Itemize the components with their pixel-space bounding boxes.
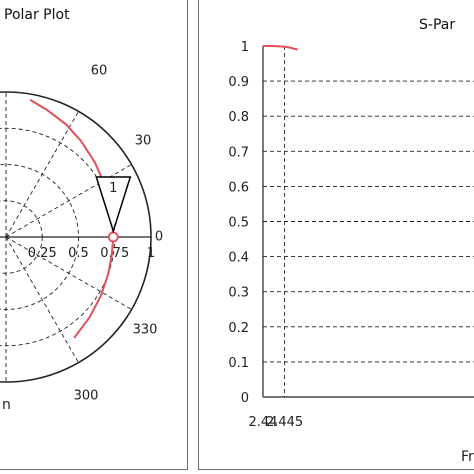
y-tick-label-0.7: 0.7 bbox=[228, 145, 249, 160]
x-tick-label-2.445: 2.445 bbox=[266, 415, 303, 430]
polar-spoke-60 bbox=[5, 111, 79, 238]
s-parameter-trace-line bbox=[263, 45, 298, 51]
s-parameter-title: S-Par bbox=[419, 17, 456, 33]
polar-plot-panel: Polar Plot 0.25 0.5 0.75 1 60 30 0 330 300 1 n bbox=[0, 0, 188, 470]
s-parameter-panel: S-Par 0 0.1 0.2 0.3 0.4 0.5 0.6 0.7 0.8 0.9 1 2.44 2… bbox=[198, 0, 474, 470]
polar-plot-title: Polar Plot bbox=[4, 7, 70, 23]
polar-marker-triangle bbox=[95, 176, 132, 234]
polar-angle-label-300: 300 bbox=[74, 389, 99, 404]
polar-spoke--60 bbox=[5, 236, 79, 363]
y-tick-label-0.6: 0.6 bbox=[228, 180, 249, 195]
y-tick-label-0.9: 0.9 bbox=[228, 75, 249, 90]
polar-radial-label-0.75: 0.75 bbox=[100, 246, 129, 261]
polar-angle-label-30: 30 bbox=[135, 134, 152, 149]
y-tick-label-0.8: 0.8 bbox=[228, 110, 249, 125]
polar-radial-label-0.5: 0.5 bbox=[68, 246, 89, 261]
polar-footer-text: n bbox=[2, 397, 11, 413]
polar-angle-label-60: 60 bbox=[91, 64, 108, 79]
y-tick-label-0.2: 0.2 bbox=[228, 321, 249, 336]
y-tick-label-1: 1 bbox=[241, 40, 249, 55]
polar-marker-label: 1 bbox=[109, 181, 117, 196]
s-parameter-chart: 0 0.1 0.2 0.3 0.4 0.5 0.6 0.7 0.8 0.9 1 2.442.445 bbox=[228, 40, 474, 430]
polar-angle-label-0: 0 bbox=[155, 230, 163, 245]
polar-spoke--30 bbox=[5, 236, 132, 310]
y-tick-label-0.1: 0.1 bbox=[228, 356, 249, 371]
polar-trace-line bbox=[29, 99, 115, 339]
y-tick-label-0.5: 0.5 bbox=[228, 216, 249, 231]
x-tick-label-2.44: 2.44 bbox=[249, 415, 278, 430]
y-tick-label-0: 0 bbox=[241, 391, 249, 406]
polar-marker-point bbox=[107, 231, 119, 243]
y-tick-label-0.3: 0.3 bbox=[228, 286, 249, 301]
y-tick-label-0.4: 0.4 bbox=[228, 251, 249, 266]
polar-radial-label-1: 1 bbox=[147, 246, 155, 261]
x-axis-label: Fr bbox=[461, 449, 474, 465]
polar-angle-label-330: 330 bbox=[133, 323, 158, 338]
polar-radial-label-0.25: 0.25 bbox=[28, 246, 57, 261]
